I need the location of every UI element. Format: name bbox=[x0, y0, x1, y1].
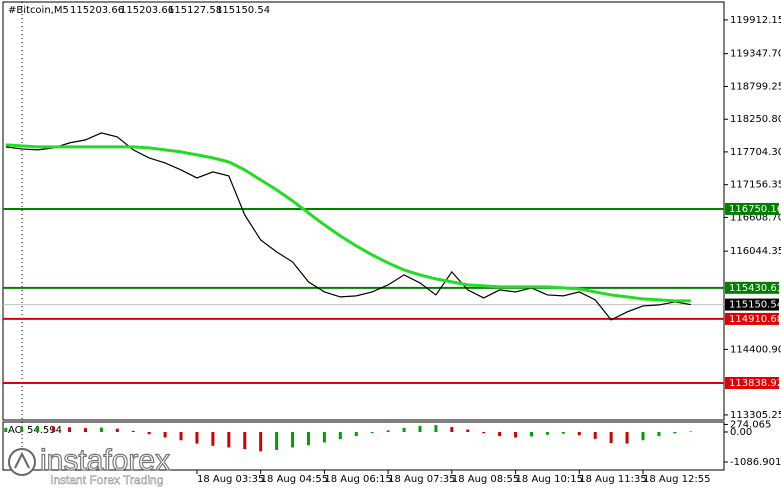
ao-bar bbox=[52, 426, 56, 432]
level-box bbox=[725, 281, 779, 294]
ao-bar bbox=[131, 430, 135, 432]
y-tick-label: 116044.35 bbox=[730, 246, 781, 257]
ao-last-value: 54.594 bbox=[27, 425, 62, 436]
ao-bar bbox=[36, 426, 40, 432]
moving-average bbox=[5, 143, 691, 303]
ao-frame bbox=[2, 421, 725, 471]
x-tick-label: 18 Aug 07:35 bbox=[388, 474, 455, 485]
y-tick-label: 117704.30 bbox=[730, 147, 781, 158]
ao-bar bbox=[306, 431, 310, 446]
symbol-title: #Bitcoin,M5 bbox=[8, 5, 69, 16]
ao-bar bbox=[243, 431, 247, 450]
ao-bar bbox=[689, 431, 693, 432]
x-tick-label: 18 Aug 12:55 bbox=[643, 474, 710, 485]
y-tick-label: 117156.35 bbox=[730, 180, 781, 191]
x-tick-label: 18 Aug 10:15 bbox=[516, 474, 583, 485]
y-tick-label: 118799.25 bbox=[730, 81, 781, 92]
ao-bar bbox=[657, 431, 661, 437]
ao-bar bbox=[673, 431, 677, 434]
y-tick-label: 113305.25 bbox=[730, 410, 781, 421]
ao-bar bbox=[20, 427, 24, 432]
ao-bar bbox=[577, 431, 581, 436]
level-box bbox=[725, 202, 779, 215]
ao-bar bbox=[370, 431, 374, 434]
ao-bar bbox=[514, 431, 518, 438]
plot-layer: 119912.15 119347.70 118799.25 118250.80 1177… bbox=[3, 15, 781, 485]
x-tick-label: 18 Aug 11:35 bbox=[579, 474, 646, 485]
ao-bar bbox=[402, 427, 406, 432]
ao-bar bbox=[338, 431, 342, 440]
ao-bar bbox=[625, 431, 629, 444]
x-tick-label: 18 Aug 08:55 bbox=[452, 474, 519, 485]
ao-bar bbox=[466, 429, 470, 432]
x-tick-label: 18 Aug 04:55 bbox=[261, 474, 328, 485]
y-tick-label: 116608.70 bbox=[730, 212, 781, 223]
ao-bar bbox=[593, 431, 597, 439]
ao-tick-label: 274.065 bbox=[730, 419, 771, 430]
level-label: 114910.68 bbox=[729, 314, 781, 325]
ao-title: AO bbox=[8, 425, 23, 436]
x-tick-label: 18 Aug 06:15 bbox=[324, 474, 391, 485]
ao-bar bbox=[83, 428, 87, 432]
ao-bar bbox=[609, 431, 613, 444]
ao-bar bbox=[227, 431, 231, 448]
ao-bar bbox=[354, 431, 358, 437]
level-label: 115430.63 bbox=[729, 283, 781, 294]
x-tick-label: 18 Aug 03:35 bbox=[197, 474, 264, 485]
ohlc-value: 115127.58 bbox=[168, 5, 222, 16]
ohlc-value: 115203.66 bbox=[70, 5, 124, 16]
ao-bar bbox=[322, 431, 326, 443]
current-price-label: 115150.54 bbox=[729, 300, 781, 311]
ao-bar bbox=[275, 431, 279, 450]
ao-bar bbox=[68, 427, 72, 432]
ao-bar bbox=[115, 428, 119, 432]
ao-bar bbox=[529, 431, 533, 437]
ao-bar bbox=[434, 425, 438, 432]
ohlc-value: 115150.54 bbox=[216, 5, 270, 16]
ao-bar bbox=[418, 425, 422, 432]
ao-bar bbox=[291, 431, 295, 448]
ao-bar bbox=[386, 430, 390, 432]
ao-bar bbox=[498, 431, 502, 437]
brand-tagline: Instant Forex Trading bbox=[50, 473, 163, 487]
ao-tick-label: -1086.901 bbox=[730, 457, 781, 468]
y-tick-label: 118250.80 bbox=[730, 114, 781, 125]
level-label: 116750.16 bbox=[729, 204, 781, 215]
ao-bar bbox=[147, 431, 151, 435]
y-tick-label: 114400.90 bbox=[730, 344, 781, 355]
ohlc-value: 115203.66 bbox=[120, 5, 174, 16]
current-price-box bbox=[725, 298, 779, 311]
ao-bar bbox=[482, 431, 486, 434]
ao-bar bbox=[4, 427, 8, 432]
logo-mark bbox=[14, 451, 30, 469]
logo-icon bbox=[8, 448, 36, 476]
level-label: 113838.92 bbox=[729, 378, 781, 389]
ao-bar bbox=[259, 431, 263, 452]
ao-bar bbox=[641, 431, 645, 441]
y-tick-label: 119912.15 bbox=[730, 15, 781, 26]
logo: instaforex Instant Forex Trading bbox=[8, 443, 171, 487]
ao-bar bbox=[179, 431, 183, 441]
level-box bbox=[725, 376, 779, 389]
ao-bar bbox=[561, 431, 565, 434]
ao-bar bbox=[163, 431, 167, 438]
brand-name: instaforex bbox=[40, 444, 170, 477]
price-line bbox=[5, 132, 691, 321]
y-tick-label: 119347.70 bbox=[730, 49, 781, 60]
ao-bar bbox=[195, 431, 199, 444]
ao-bar bbox=[211, 431, 215, 446]
ao-tick-label: 0.00 bbox=[730, 427, 752, 438]
ao-bar bbox=[450, 427, 454, 432]
level-box bbox=[725, 312, 779, 325]
main-frame bbox=[2, 1, 725, 421]
ao-bar bbox=[545, 431, 549, 435]
ao-bar bbox=[99, 427, 103, 432]
